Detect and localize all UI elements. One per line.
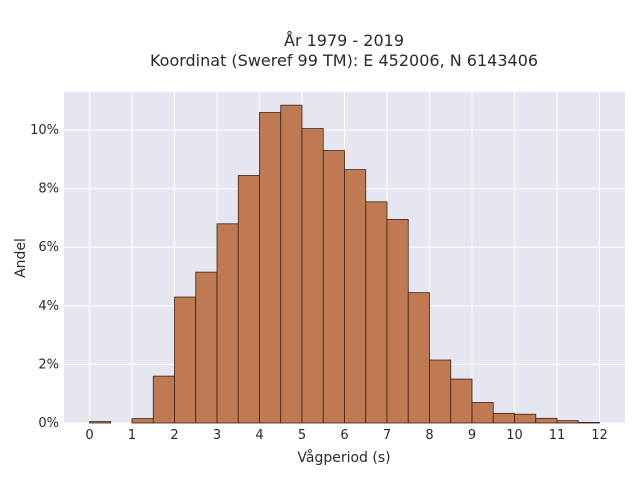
histogram-bar [131,418,154,424]
y-tick-label: 8% [38,182,59,197]
histogram-bar [301,128,324,424]
histogram-bar [535,417,558,424]
histogram-bar [386,219,409,424]
histogram-bar [471,402,494,424]
y-tick-label: 10% [30,123,59,138]
histogram-bar [344,169,367,424]
histogram-bar [514,413,537,424]
histogram-bar [89,421,112,424]
x-axis-label: Vågperiod (s) [297,449,390,466]
x-tick-label: 0 [85,428,93,443]
x-tick-label: 2 [170,428,178,443]
x-tick-label: 4 [255,428,263,443]
histogram-bar [237,175,260,424]
x-tick-label: 6 [340,428,348,443]
bars [89,104,600,424]
x-tick-label: 1 [128,428,136,443]
chart-title-line2: Koordinat (Sweref 99 TM): E 452006, N 61… [150,51,538,70]
histogram-bar [556,420,579,424]
x-tick-label: 11 [549,428,566,443]
x-tick-label: 12 [591,428,608,443]
y-tick-label: 6% [38,240,59,255]
y-tick-label: 4% [38,299,59,314]
y-axis-label: Andel [13,238,29,278]
histogram-bar [407,292,430,424]
x-tick-label: 3 [213,428,221,443]
histogram-bar [577,422,600,424]
y-tick-labels: 0% 2% 4% 6% 8% 10% [30,123,59,431]
histogram-bar [280,104,303,424]
chart-title-line1: År 1979 - 2019 [284,31,404,50]
x-tick-labels: 0 1 2 3 4 5 6 7 8 9 10 11 12 [85,428,607,443]
y-tick-label: 0% [38,416,59,431]
histogram-bar [195,271,218,424]
histogram-bar [174,296,197,424]
histogram-bar [365,201,388,424]
x-tick-label: 8 [425,428,433,443]
histogram-bar [152,375,175,424]
histogram-bar [259,112,282,424]
x-tick-label: 7 [383,428,391,443]
histogram-bar [216,223,239,424]
y-tick-label: 2% [38,357,59,372]
x-tick-label: 10 [506,428,523,443]
histogram-bar [322,150,345,424]
histogram-bar [450,378,473,424]
x-tick-label: 5 [298,428,306,443]
histogram-bar [429,359,452,424]
x-tick-label: 9 [468,428,476,443]
histogram-bar [492,412,515,424]
